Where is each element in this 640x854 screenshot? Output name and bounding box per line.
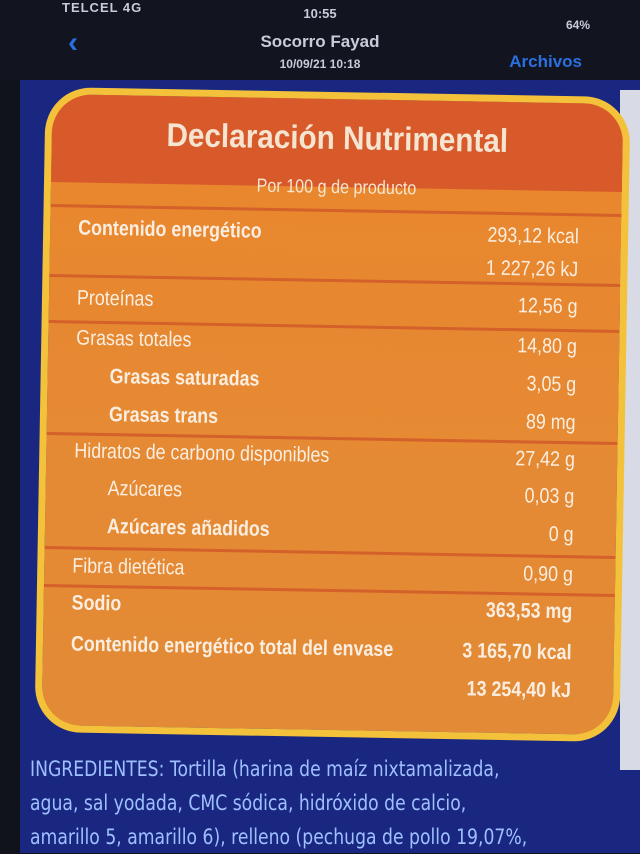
nutrient-value: 13 254,40 kJ bbox=[466, 677, 571, 703]
nutrient-name: Azúcares bbox=[73, 476, 182, 502]
nutrient-value: 0,90 g bbox=[523, 562, 573, 587]
nutrient-value: 89 mg bbox=[526, 410, 576, 435]
ingredients-line: INGREDIENTES: Tortilla (harina de maíz n… bbox=[30, 752, 527, 786]
ingredients: INGREDIENTES: Tortilla (harina de maíz n… bbox=[30, 752, 527, 854]
nutrient-name: Azúcares añadidos bbox=[73, 514, 270, 541]
nutrient-name: Contenido energético total del envase bbox=[71, 632, 394, 662]
nutrient-value: 3,05 g bbox=[526, 372, 576, 397]
nutrient-name: Grasas saturadas bbox=[75, 365, 259, 392]
nutrient-name: Hidratos de carbono disponibles bbox=[74, 440, 329, 468]
label-title: Declaración Nutrimental bbox=[80, 95, 595, 162]
nutrient-value: 27,42 g bbox=[515, 447, 575, 472]
nutrient-value: 3 165,70 kcal bbox=[462, 639, 572, 665]
clock: 10:55 bbox=[0, 6, 640, 21]
ingredients-line: agua, sal yodada, CMC sódica, hidróxido … bbox=[30, 786, 527, 820]
nutrient-name: Proteínas bbox=[77, 287, 154, 312]
nutrient-value: 0,03 g bbox=[524, 484, 574, 509]
nutrient-name: Grasas trans bbox=[75, 403, 219, 429]
nutrient-value: 0 g bbox=[549, 523, 574, 547]
nutrient-row: 13 254,40 kJ bbox=[70, 670, 512, 702]
nutrient-name: Fibra dietética bbox=[72, 554, 185, 580]
header: TELCEL 4G 10:55 64% ‹ Socorro Fayad 10/0… bbox=[0, 0, 640, 80]
nutrient-value: 1 227,26 kJ bbox=[486, 257, 579, 283]
nutrient-value: 293,12 kcal bbox=[487, 224, 579, 250]
sender-name: Socorro Fayad bbox=[0, 32, 640, 52]
nutrient-value: 363,53 mg bbox=[486, 599, 573, 625]
files-button[interactable]: Archivos bbox=[509, 52, 582, 72]
nutrient-name: Sodio bbox=[71, 591, 121, 616]
divider bbox=[51, 204, 622, 217]
nutrient-name: Grasas totales bbox=[76, 327, 191, 353]
battery-level: 64% bbox=[566, 18, 590, 32]
nutrient-value: 14,80 g bbox=[517, 334, 577, 359]
ingredients-line: amarillo 5, amarillo 6), relleno (pechug… bbox=[30, 820, 527, 854]
nutrition-label: Declaración Nutrimental Por 100 g de pro… bbox=[34, 87, 630, 742]
nutrient-name: Contenido energético bbox=[78, 217, 262, 244]
nutrient-value: 12,56 g bbox=[518, 294, 578, 319]
